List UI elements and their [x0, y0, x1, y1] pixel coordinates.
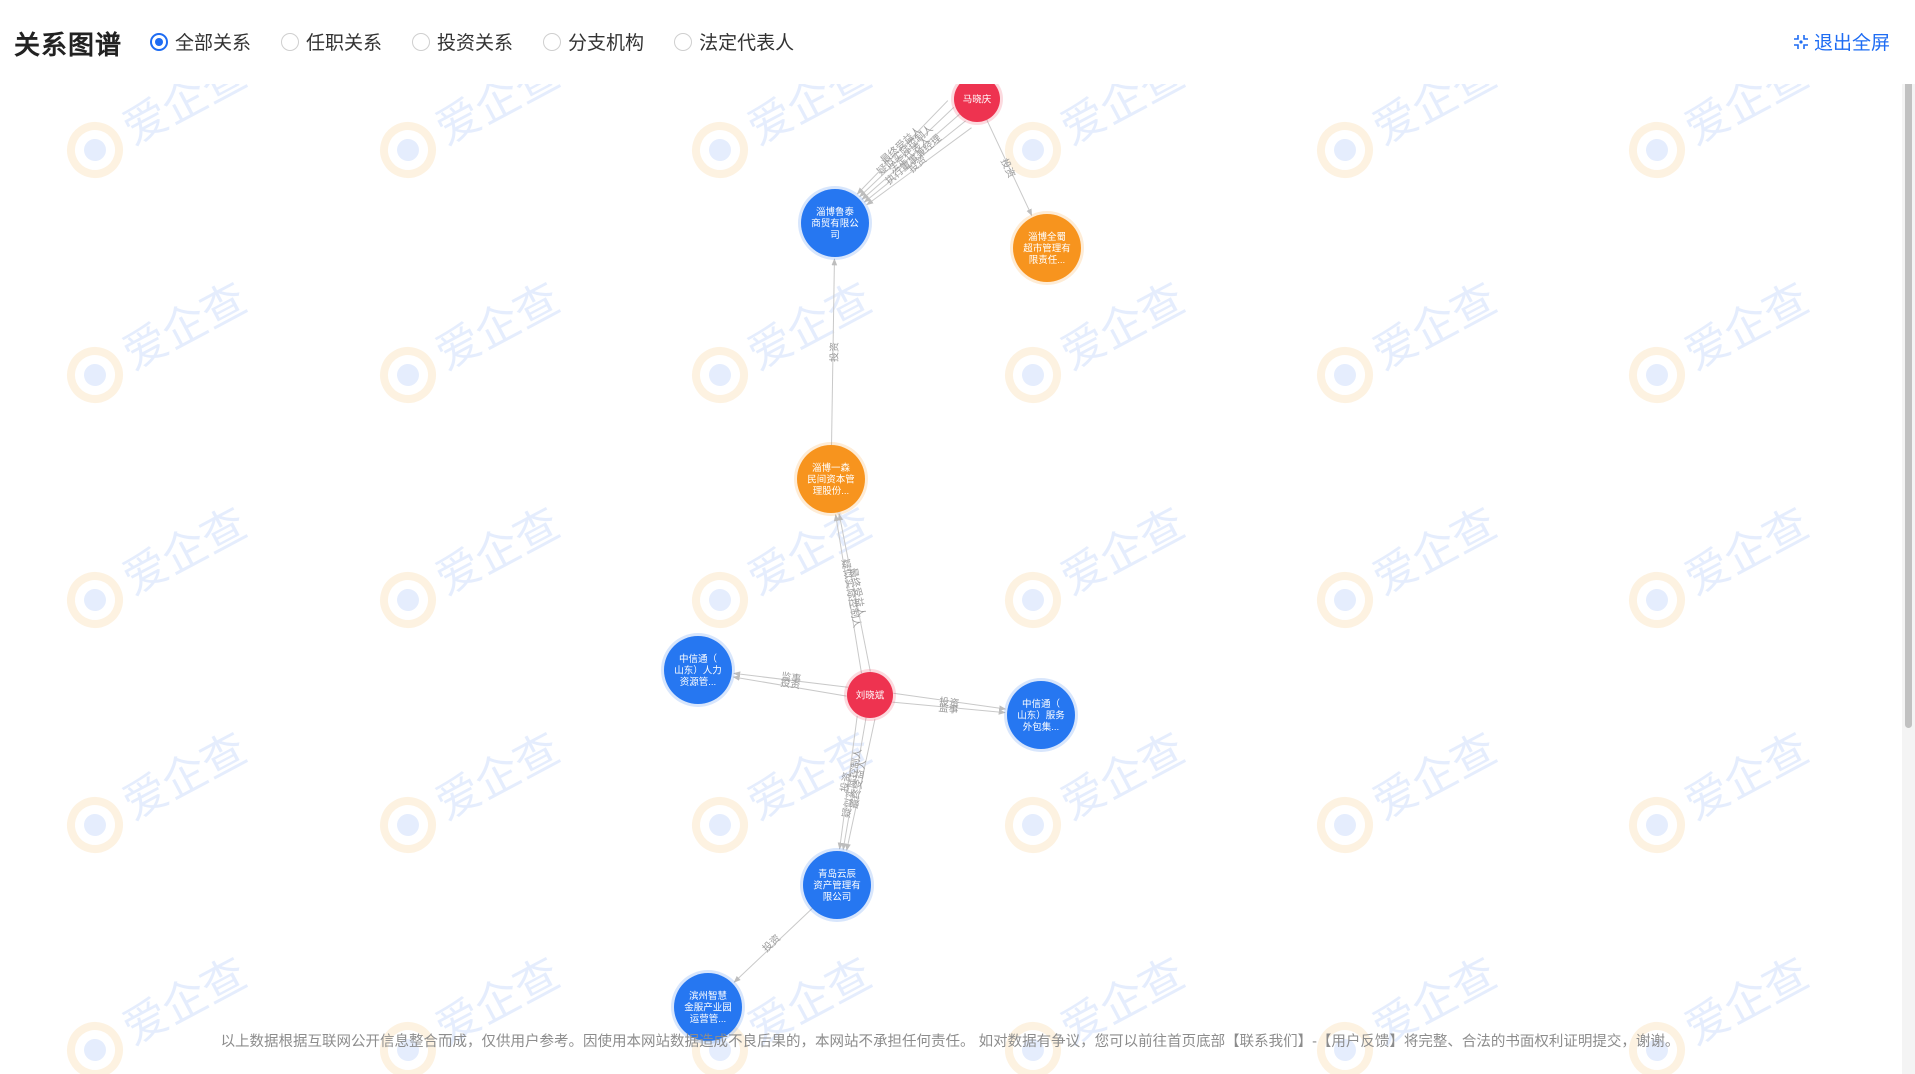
- graph-header: 关系图谱 全部关系 任职关系 投资关系 分支机构 法定代表人 退出全屏: [0, 0, 1915, 84]
- node-label: 淄博一森: [812, 462, 851, 474]
- company-node[interactable]: 滨州智慧金服产业园运营管...: [671, 970, 745, 1044]
- node-label: 山东）服务: [1017, 710, 1065, 722]
- node-label: 限公司: [823, 892, 852, 903]
- filter-label: 全部关系: [175, 33, 252, 54]
- node-label: 资产管理有: [813, 880, 861, 892]
- relation-edge[interactable]: [733, 907, 813, 983]
- edge-label: 投资: [939, 695, 960, 710]
- exit-fullscreen-label: 退出全屏: [1814, 33, 1891, 54]
- relation-edge[interactable]: [866, 127, 972, 206]
- relation-edge[interactable]: [732, 675, 847, 697]
- edge-layer: 投资执行董事兼经理法定代表人疑似实际控制人最终受益人投资投资疑似实际控制人最终受…: [732, 100, 1033, 983]
- radio-button-icon[interactable]: [543, 32, 562, 51]
- relation-filter-group: 全部关系 任职关系 投资关系 分支机构 法定代表人: [150, 28, 824, 55]
- company-node[interactable]: 中信通（山东）人力资源管...: [661, 633, 735, 707]
- relation-edge[interactable]: [733, 671, 848, 688]
- node-label: 中信通（: [1022, 698, 1061, 710]
- node-label: 青岛云辰: [818, 868, 857, 880]
- node-label: 金服产业园: [684, 1002, 732, 1014]
- relation-edge[interactable]: [893, 692, 1007, 711]
- edge-label: 投资: [998, 156, 1018, 180]
- relation-edge[interactable]: [856, 100, 949, 195]
- node-label: 马晓庆: [963, 94, 992, 106]
- exit-fullscreen-button[interactable]: 退出全屏: [1792, 28, 1890, 55]
- filter-label: 分支机构: [568, 33, 645, 54]
- radio-button-icon[interactable]: [281, 32, 300, 51]
- exit-fullscreen-icon: [1794, 34, 1808, 49]
- radio-button-icon[interactable]: [412, 32, 431, 51]
- scrollbar-thumb[interactable]: [1905, 4, 1912, 728]
- filter-label: 法定代表人: [699, 33, 795, 54]
- relation-edge[interactable]: [861, 113, 961, 200]
- page-title: 关系图谱: [14, 30, 123, 60]
- company-node[interactable]: 中信通（山东）服务外包集...: [1004, 678, 1078, 752]
- relation-edge[interactable]: [831, 258, 838, 446]
- filter-all-relations[interactable]: 全部关系: [150, 28, 251, 55]
- node-label: 中信通（: [679, 653, 718, 665]
- relation-edge[interactable]: [841, 717, 867, 851]
- person-node[interactable]: 刘晓斌: [844, 669, 896, 721]
- person-node[interactable]: 马晓庆: [951, 73, 1003, 125]
- filter-branches[interactable]: 分支机构: [543, 28, 644, 55]
- node-label: 山东）人力: [674, 665, 722, 677]
- node-label: 运营管...: [690, 1013, 726, 1025]
- relation-edge[interactable]: [837, 513, 871, 672]
- relation-edge[interactable]: [986, 119, 1033, 217]
- relation-edge[interactable]: [892, 701, 1006, 715]
- node-label: 理股份...: [813, 485, 849, 497]
- relation-edge[interactable]: [833, 514, 862, 674]
- relation-edge[interactable]: [845, 719, 876, 851]
- node-label: 超市管理有: [1023, 243, 1071, 255]
- relation-edge[interactable]: [837, 716, 858, 850]
- radio-button-icon[interactable]: [674, 32, 693, 51]
- filter-employment-relations[interactable]: 任职关系: [281, 28, 382, 55]
- node-label: 资源管...: [680, 676, 716, 688]
- filter-legal-representative[interactable]: 法定代表人: [674, 28, 794, 55]
- node-label: 限责任...: [1029, 254, 1065, 266]
- edge-label: 投资: [837, 771, 853, 793]
- edge-label: 监事: [938, 701, 959, 716]
- edge-label: 投资: [827, 342, 840, 362]
- node-label: 淄博全蜀: [1028, 231, 1066, 243]
- company-node[interactable]: 淄博一森民间资本管理股份...: [794, 442, 868, 516]
- radio-button-icon[interactable]: [150, 32, 168, 51]
- filter-investment-relations[interactable]: 投资关系: [412, 28, 513, 55]
- node-label: 滨州智慧: [689, 990, 728, 1002]
- filter-label: 任职关系: [306, 33, 383, 54]
- node-label: 外包集...: [1023, 721, 1059, 733]
- node-label: 民间资本管: [807, 474, 855, 486]
- node-label: 淄博鲁泰: [816, 206, 855, 218]
- edge-label: 投资: [760, 932, 783, 955]
- node-label: 刘晓斌: [856, 690, 885, 702]
- relation-edge[interactable]: [863, 120, 966, 203]
- disclaimer-text: 以上数据根据互联网公开信息整合而成，仅供用户参考。因使用本网站数据造成不良后果的…: [220, 1034, 1680, 1050]
- filter-label: 投资关系: [437, 33, 514, 54]
- company-node[interactable]: 淄博全蜀超市管理有限责任...: [1010, 211, 1084, 285]
- edge-label: 监事: [780, 670, 802, 686]
- relation-edge[interactable]: [859, 106, 955, 198]
- node-label: 司: [830, 230, 840, 241]
- node-label: 商贸有限公: [811, 218, 859, 230]
